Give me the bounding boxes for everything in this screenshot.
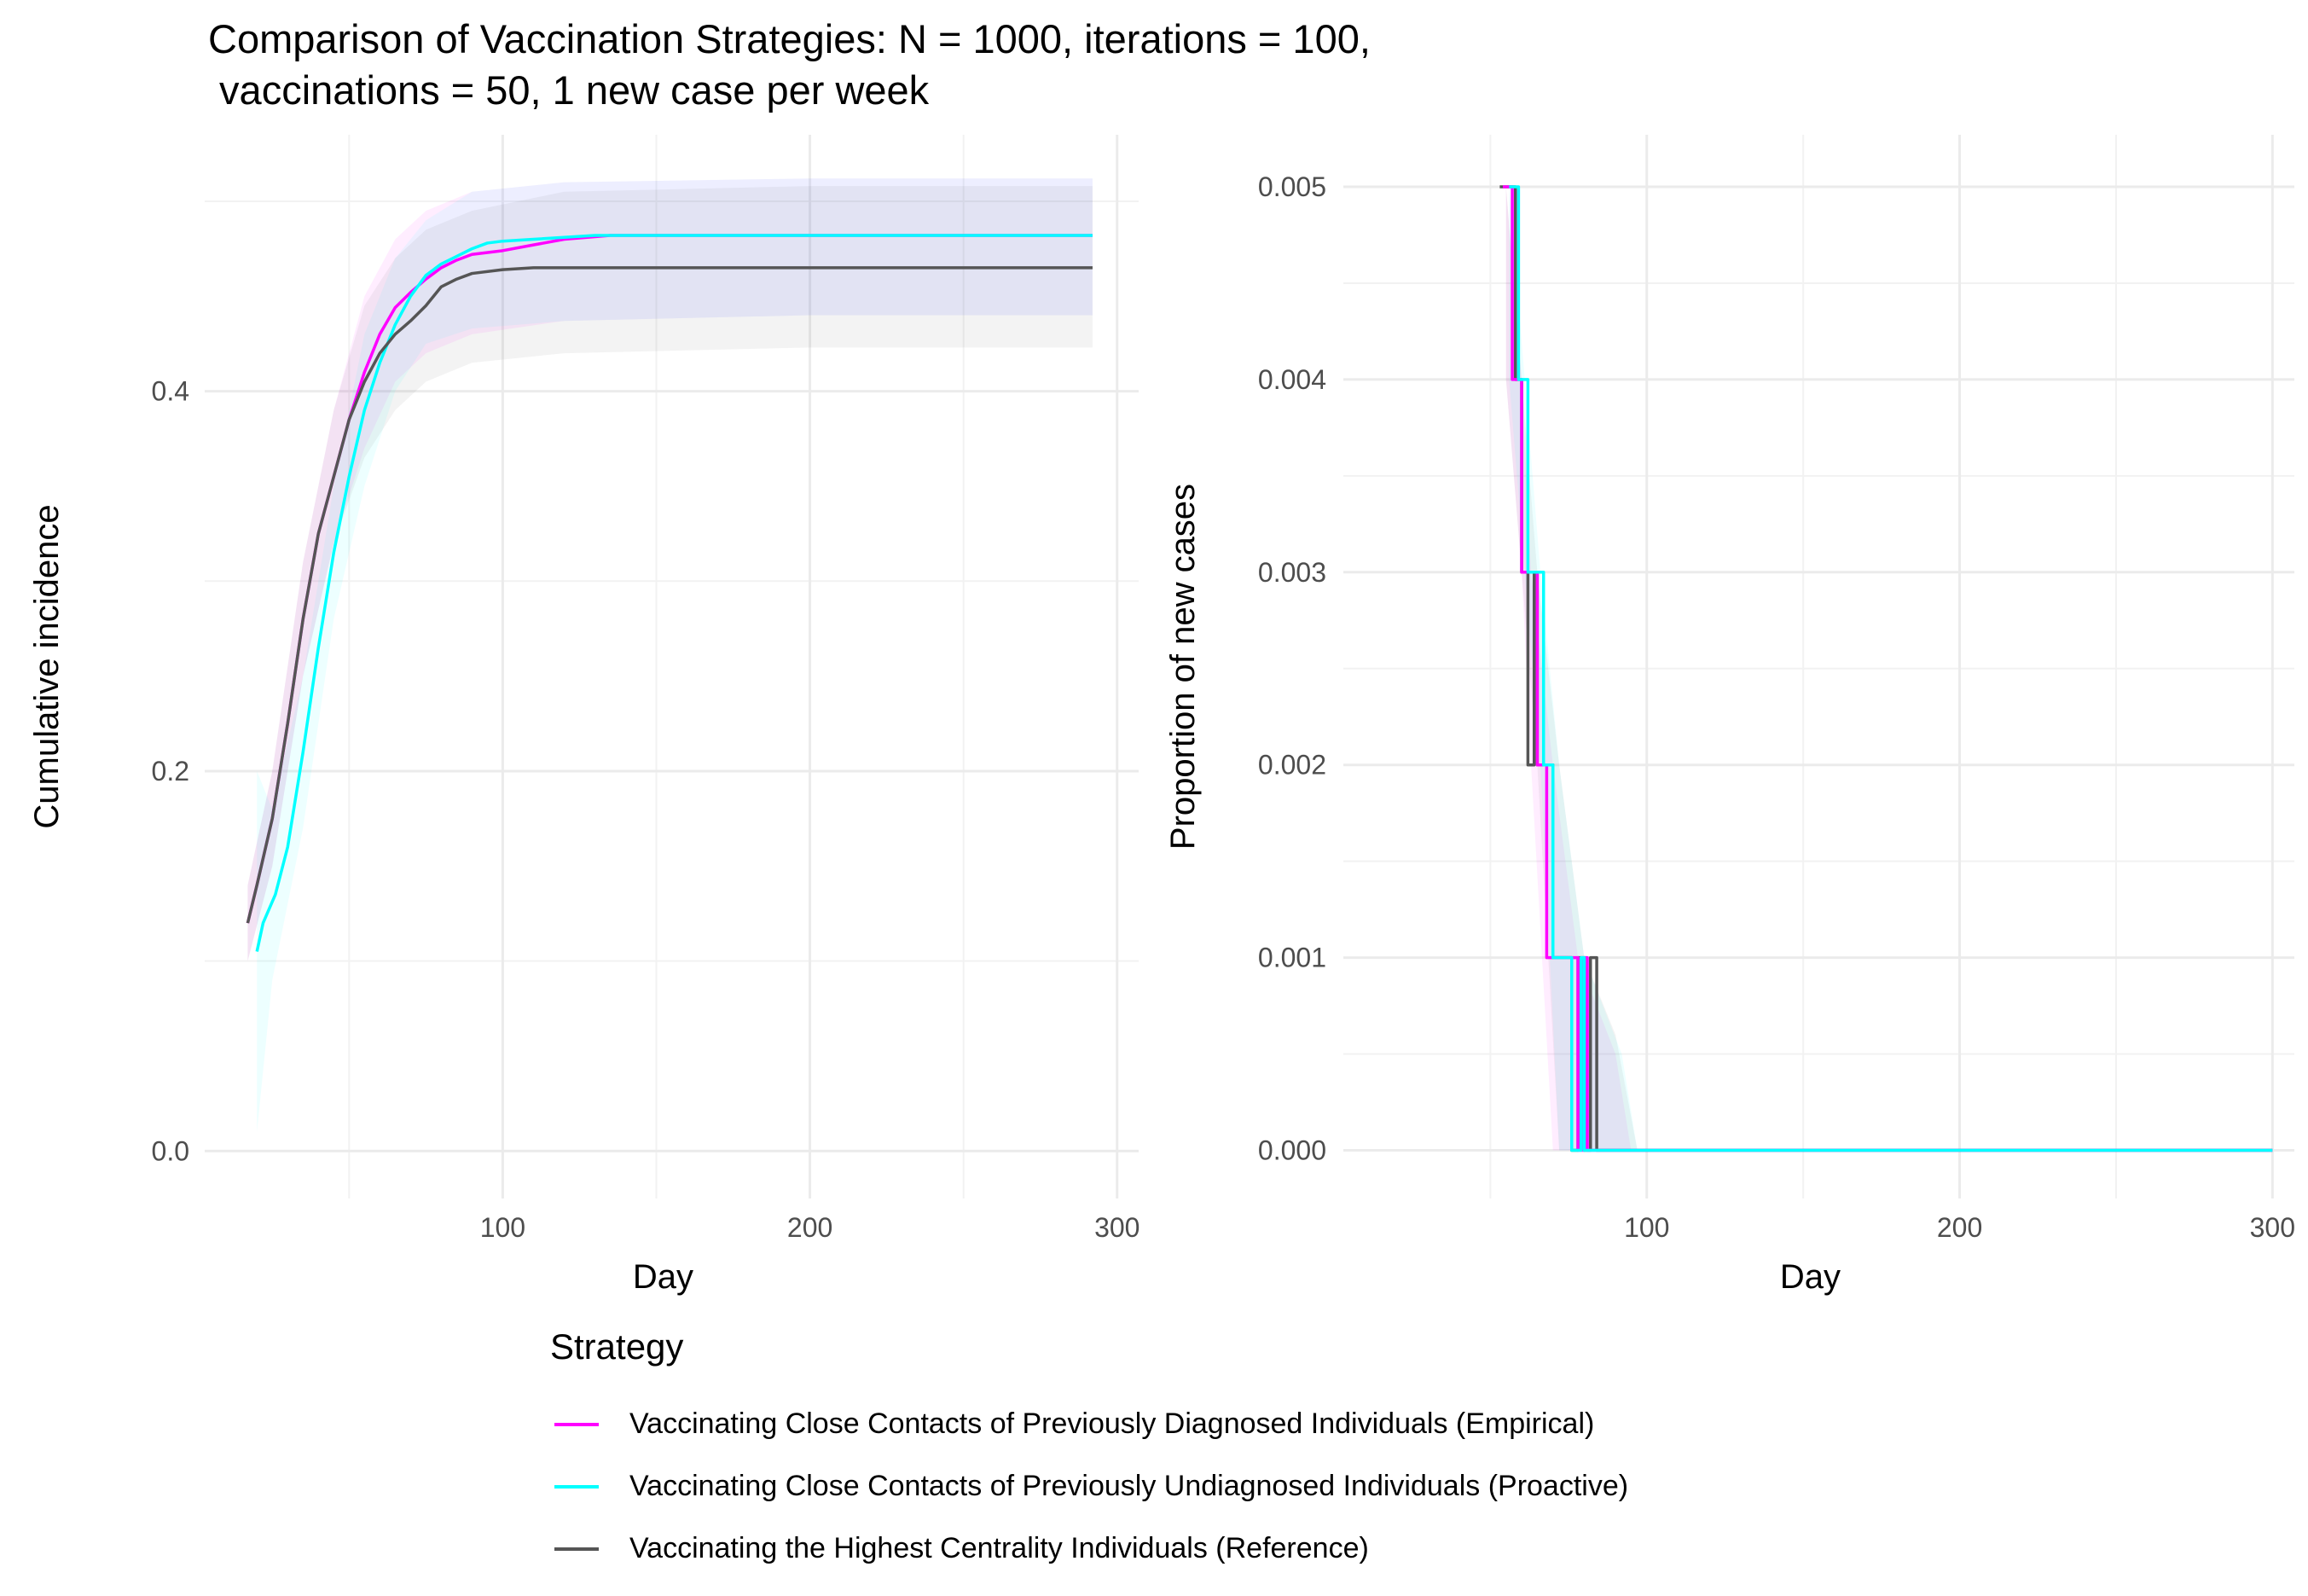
new-cases-panel: 100 200 300 0.000 0.001 0.002 0.003 0.004 0.005 D… <box>1164 135 2295 1296</box>
y-tick-label: 0.2 <box>152 756 189 786</box>
legend-key-empirical <box>554 1422 599 1426</box>
legend-label-proactive: Vaccinating Close Contacts of Previously… <box>629 1470 1629 1502</box>
x-axis-title: Day <box>1780 1258 1841 1296</box>
ribbon-reference <box>247 186 1093 961</box>
chart-title: Comparison of Vaccination Strategies: N … <box>208 16 1371 113</box>
legend-label-reference: Vaccinating the Highest Centrality Indiv… <box>629 1532 1369 1564</box>
y-tick-label: 0.004 <box>1258 364 1326 395</box>
legend-key-reference <box>554 1547 599 1551</box>
y-tick-label: 0.002 <box>1258 750 1326 781</box>
y-tick-label: 0.0 <box>152 1135 189 1166</box>
cumulative-incidence-panel: 100 200 300 0.0 0.2 0.4 Day Cumulative incidenc… <box>28 135 1140 1296</box>
series-line-proactive <box>255 234 1093 952</box>
y-tick-label: 0.000 <box>1258 1135 1326 1166</box>
y-axis-title: Proportion of new cases <box>1164 484 1202 850</box>
series-line-reference <box>246 266 1093 924</box>
legend-item-proactive: Vaccinating Close Contacts of Previously… <box>550 1455 1628 1518</box>
x-tick-label: 200 <box>787 1212 832 1243</box>
x-axis-title: Day <box>633 1258 693 1296</box>
y-tick-label: 0.001 <box>1258 943 1326 973</box>
series-line-proactive <box>1509 185 2273 1152</box>
series-line-empirical <box>1503 185 2273 1152</box>
y-tick-label: 0.005 <box>1258 171 1326 202</box>
x-tick-label: 100 <box>480 1212 525 1243</box>
y-axis-title: Cumulative incidence <box>28 504 66 828</box>
ribbon-proactive <box>257 178 1093 1133</box>
x-tick-label: 300 <box>1094 1212 1140 1243</box>
legend-title: Strategy <box>550 1326 684 1367</box>
legend-label-empirical: Vaccinating Close Contacts of Previously… <box>629 1407 1595 1440</box>
legend-item-empirical: Vaccinating Close Contacts of Previously… <box>550 1393 1628 1455</box>
y-tick-label: 0.003 <box>1258 557 1326 588</box>
legend: Strategy Vaccinating Close Contacts of P… <box>550 1326 1628 1580</box>
x-tick-label: 100 <box>1624 1212 1669 1243</box>
ribbon-empirical <box>247 178 1093 961</box>
legend-item-reference: Vaccinating the Highest Centrality Indiv… <box>550 1518 1628 1580</box>
y-tick-label: 0.4 <box>152 376 189 407</box>
legend-key-proactive <box>554 1484 599 1489</box>
x-tick-label: 300 <box>2250 1212 2295 1243</box>
x-tick-label: 200 <box>1937 1212 1982 1243</box>
